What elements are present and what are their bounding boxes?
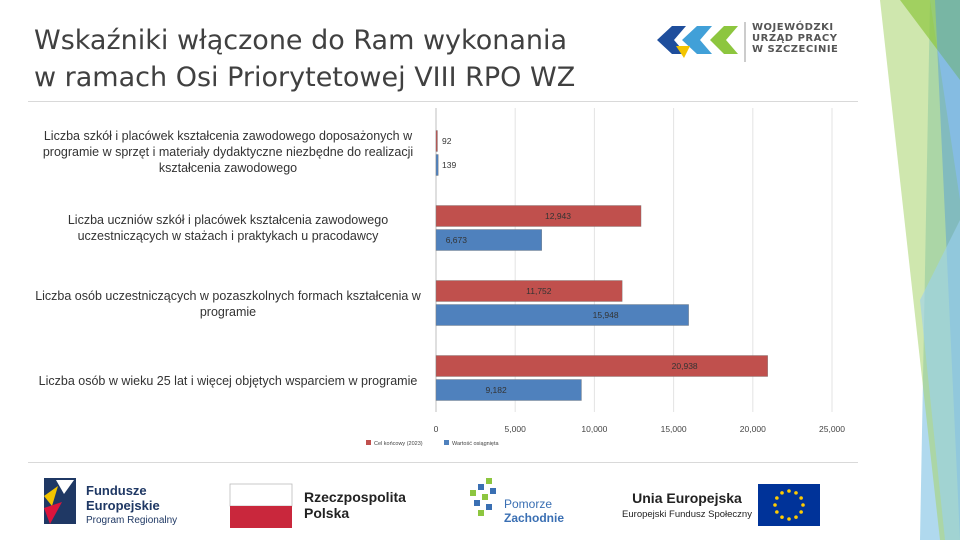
- rp-line-1: Rzeczpospolita: [304, 489, 406, 505]
- data-label: 9,182: [485, 385, 507, 395]
- ue-logo-sub: Europejski Fundusz Społeczny: [622, 509, 752, 520]
- bar-achieved: [435, 379, 582, 401]
- legend-swatch: [444, 440, 449, 445]
- bar-target: [435, 280, 623, 302]
- legend-swatch: [366, 440, 371, 445]
- data-label: 6,673: [446, 235, 468, 245]
- bar-achieved: [435, 154, 439, 176]
- eu-star-icon: [773, 503, 777, 507]
- x-tick-label: 25,000: [819, 424, 845, 434]
- data-label: 139: [442, 160, 456, 170]
- eu-star-icon: [801, 503, 805, 507]
- category-label-3: Liczba osób uczestniczących w pozaszkoln…: [35, 289, 421, 319]
- fe-line-1: Fundusze: [86, 483, 147, 498]
- eu-star-icon: [787, 489, 791, 493]
- legend-label: Wartość osiągnięta: [452, 441, 500, 447]
- wup-line-2: URZĄD PRACY: [752, 33, 838, 44]
- ue-logo-title: Unia Europejska: [632, 490, 742, 506]
- eu-star-icon: [799, 496, 803, 500]
- title-line-1: Wskaźniki włączone do Ram wykonania: [34, 25, 568, 56]
- eu-star-icon: [775, 496, 779, 500]
- eu-star-icon: [780, 515, 784, 519]
- pz-line-1: Pomorze: [504, 497, 553, 511]
- category-label-4: Liczba osób w wieku 25 lat i więcej obję…: [38, 374, 418, 388]
- rp-logo-text: Rzeczpospolita Polska: [304, 489, 406, 521]
- fe-logo-text: Fundusze Europejskie: [86, 483, 160, 513]
- fe-sub-text: Program Regionalny: [86, 515, 178, 526]
- pz-line-2: Zachodnie: [504, 511, 565, 525]
- bar-target: [435, 355, 768, 377]
- data-label: 20,938: [672, 361, 698, 371]
- poland-flag-icon: [229, 483, 293, 528]
- data-label: 12,943: [545, 211, 571, 221]
- bar-target: [435, 205, 642, 227]
- x-tick-label: 10,000: [581, 424, 607, 434]
- wup-line-3: W SZCZECINIE: [752, 44, 839, 55]
- wup-line-1: WOJEWÓDZKI: [752, 22, 834, 33]
- title-line-2: w ramach Osi Priorytetowej VIII RPO WZ: [34, 62, 576, 93]
- bar-achieved: [435, 304, 689, 326]
- decorative-facets: [880, 0, 960, 540]
- footer-graphics: [44, 478, 820, 528]
- bar-achieved: [435, 229, 542, 251]
- data-label: 11,752: [526, 286, 552, 296]
- fe-flag-icon: [44, 478, 76, 524]
- x-tick-label: 0: [434, 424, 439, 434]
- wup-logo-icon: [657, 22, 746, 62]
- x-tick-label: 15,000: [661, 424, 687, 434]
- eu-star-icon: [794, 515, 798, 519]
- eu-star-icon: [775, 510, 779, 514]
- legend-label: Cel końcowy (2023): [374, 441, 423, 447]
- eu-star-icon: [794, 491, 798, 495]
- pz-logo-text: Pomorze Zachodnie: [504, 497, 564, 525]
- footer-logos: [0, 466, 960, 540]
- data-label: 15,948: [593, 310, 619, 320]
- eu-star-icon: [799, 510, 803, 514]
- bar-target: [435, 130, 438, 152]
- eu-star-icon: [780, 491, 784, 495]
- chart-frame: [28, 101, 858, 463]
- x-tick-label: 20,000: [740, 424, 766, 434]
- slide-title: Wskaźniki włączone do Ram wykonania w ra…: [34, 22, 594, 96]
- category-label-2: Liczba uczniów szkół i placówek kształce…: [67, 213, 389, 243]
- fe-line-2: Europejskie: [86, 498, 160, 513]
- eu-star-icon: [787, 517, 791, 521]
- rp-line-2: Polska: [304, 505, 350, 521]
- pomorze-logo-icon: [470, 478, 496, 516]
- category-label-1: Liczba szkół i placówek kształcenia zawo…: [42, 129, 414, 175]
- data-label: 92: [442, 136, 452, 146]
- x-tick-label: 5,000: [505, 424, 527, 434]
- eu-flag-icon: [758, 484, 820, 526]
- wup-logo-text: WOJEWÓDZKI URZĄD PRACY W SZCZECINIE: [752, 22, 838, 55]
